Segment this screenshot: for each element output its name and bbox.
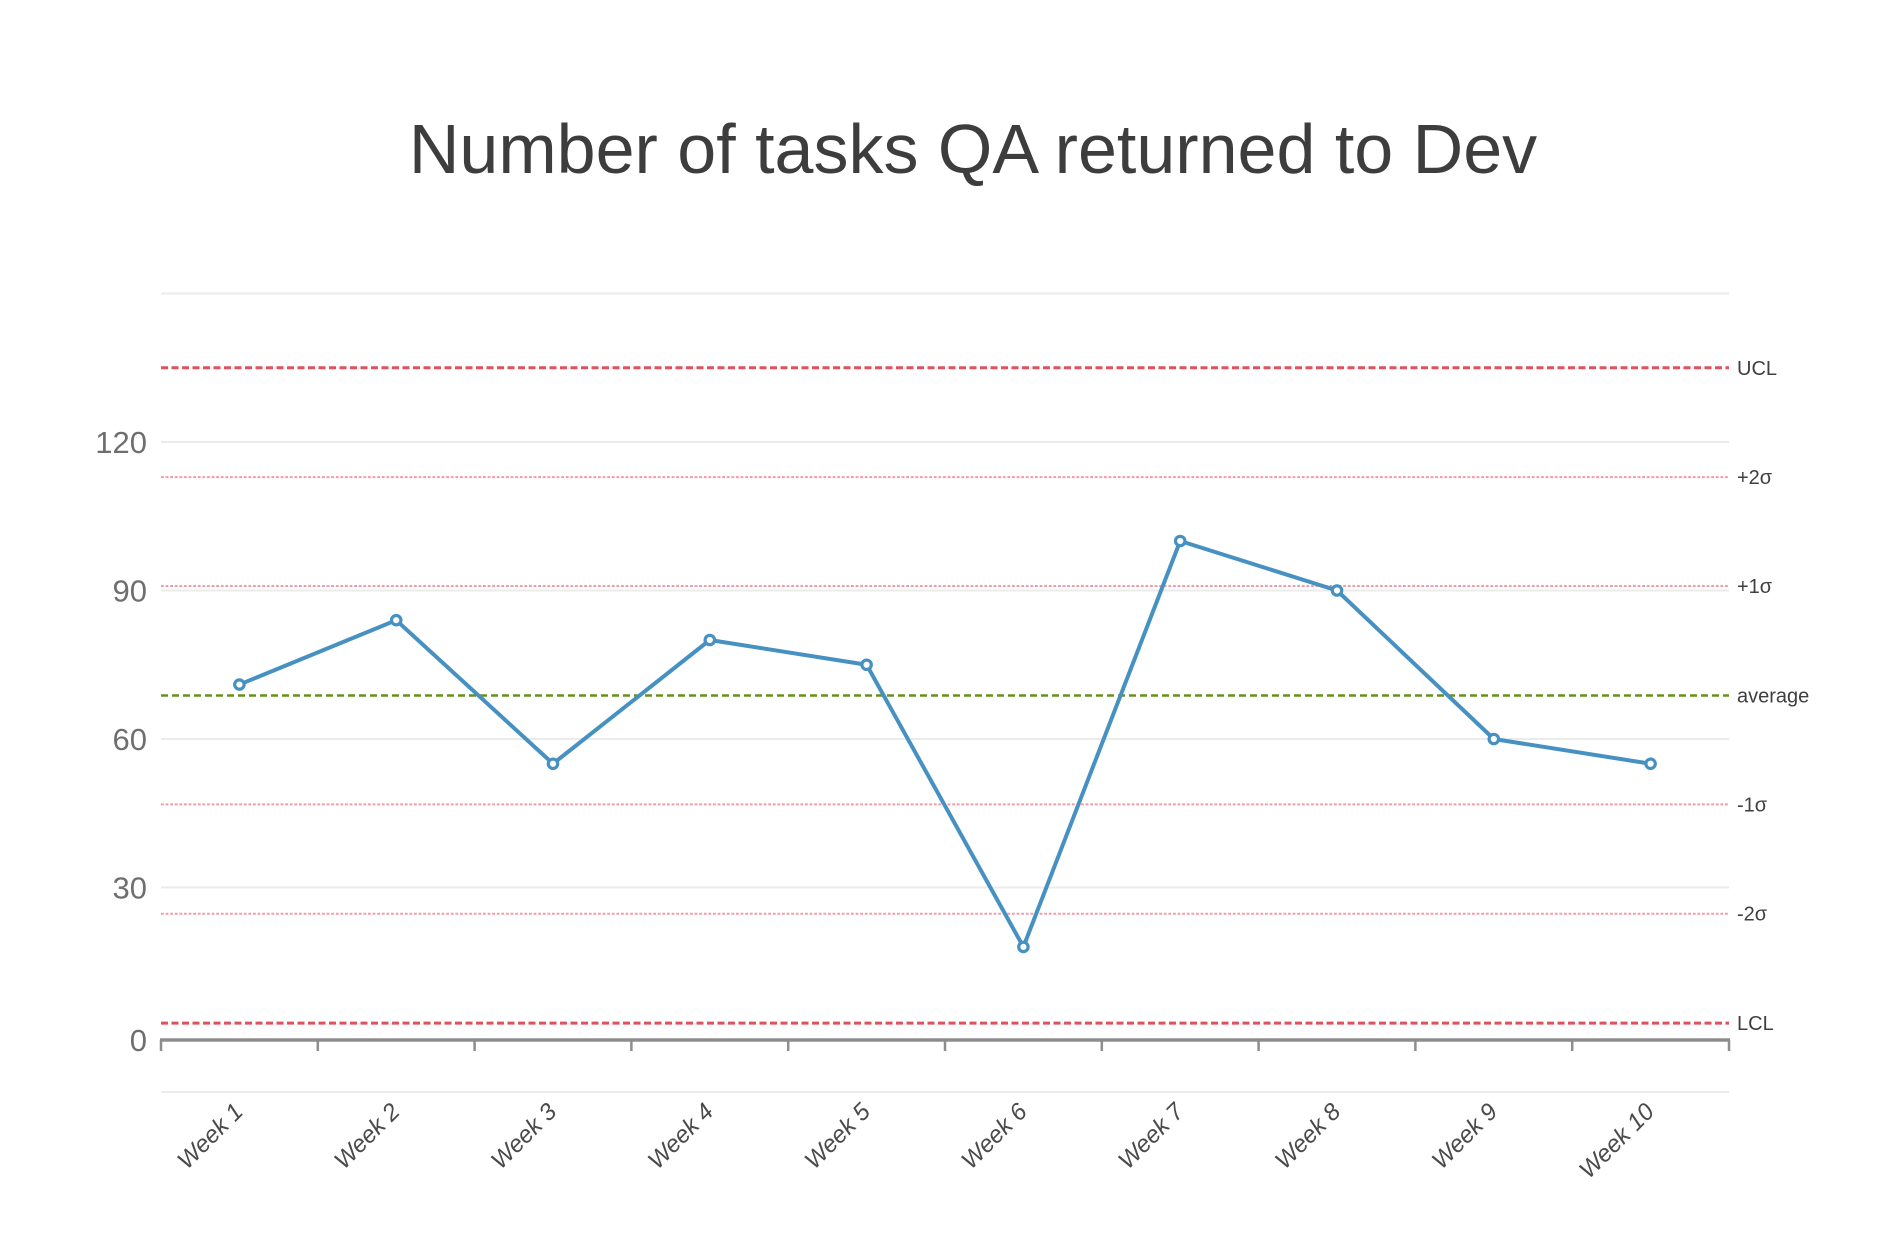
data-point-week-4[interactable]: [703, 633, 717, 647]
control-line-label-plus-2sigma: +2σ: [1737, 467, 1773, 489]
control-line-label-lcl: LCL: [1737, 1013, 1774, 1035]
data-point-week-5[interactable]: [860, 658, 873, 672]
x-axis-label-week-8: Week 8: [1270, 1098, 1347, 1175]
data-point-week-10[interactable]: [1644, 757, 1657, 771]
chart-title: Number of tasks QA returned to Dev: [408, 110, 1538, 188]
x-axis-label-week-2: Week 2: [329, 1098, 405, 1174]
series-line: [237, 539, 1653, 949]
data-point-week-2[interactable]: [389, 613, 403, 627]
y-axis-label-90: 90: [113, 574, 147, 609]
y-axis-label-120: 120: [95, 425, 147, 460]
control-line-label-average: average: [1737, 685, 1809, 707]
data-point-week-7[interactable]: [1173, 534, 1187, 548]
y-axis-label-0: 0: [130, 1023, 147, 1058]
control-line-label-minus-2sigma: -2σ: [1737, 904, 1768, 926]
x-axis-label-week-3: Week 3: [486, 1098, 563, 1175]
x-axis-label-week-4: Week 4: [643, 1098, 719, 1174]
x-axis-label-week-5: Week 5: [800, 1098, 877, 1175]
y-axis-label-60: 60: [113, 722, 147, 757]
x-axis-label-week-7: Week 7: [1113, 1097, 1190, 1174]
x-axis-label-week-10: Week 10: [1574, 1098, 1660, 1184]
control-line-label-minus-1sigma: -1σ: [1737, 794, 1768, 816]
control-line-label-ucl: UCL: [1737, 358, 1777, 380]
y-axis-label-30: 30: [113, 871, 147, 906]
x-axis-label-week-9: Week 9: [1427, 1098, 1503, 1174]
data-point-week-1[interactable]: [233, 678, 246, 691]
data-point-week-6[interactable]: [1017, 940, 1030, 954]
control-line-label-plus-1sigma: +1σ: [1737, 576, 1773, 598]
data-point-week-3[interactable]: [546, 757, 560, 771]
x-axis-label-week-6: Week 6: [956, 1098, 1033, 1175]
data-point-week-8[interactable]: [1330, 584, 1344, 597]
data-point-week-9[interactable]: [1487, 732, 1501, 746]
x-axis-label-week-1: Week 1: [172, 1098, 248, 1174]
